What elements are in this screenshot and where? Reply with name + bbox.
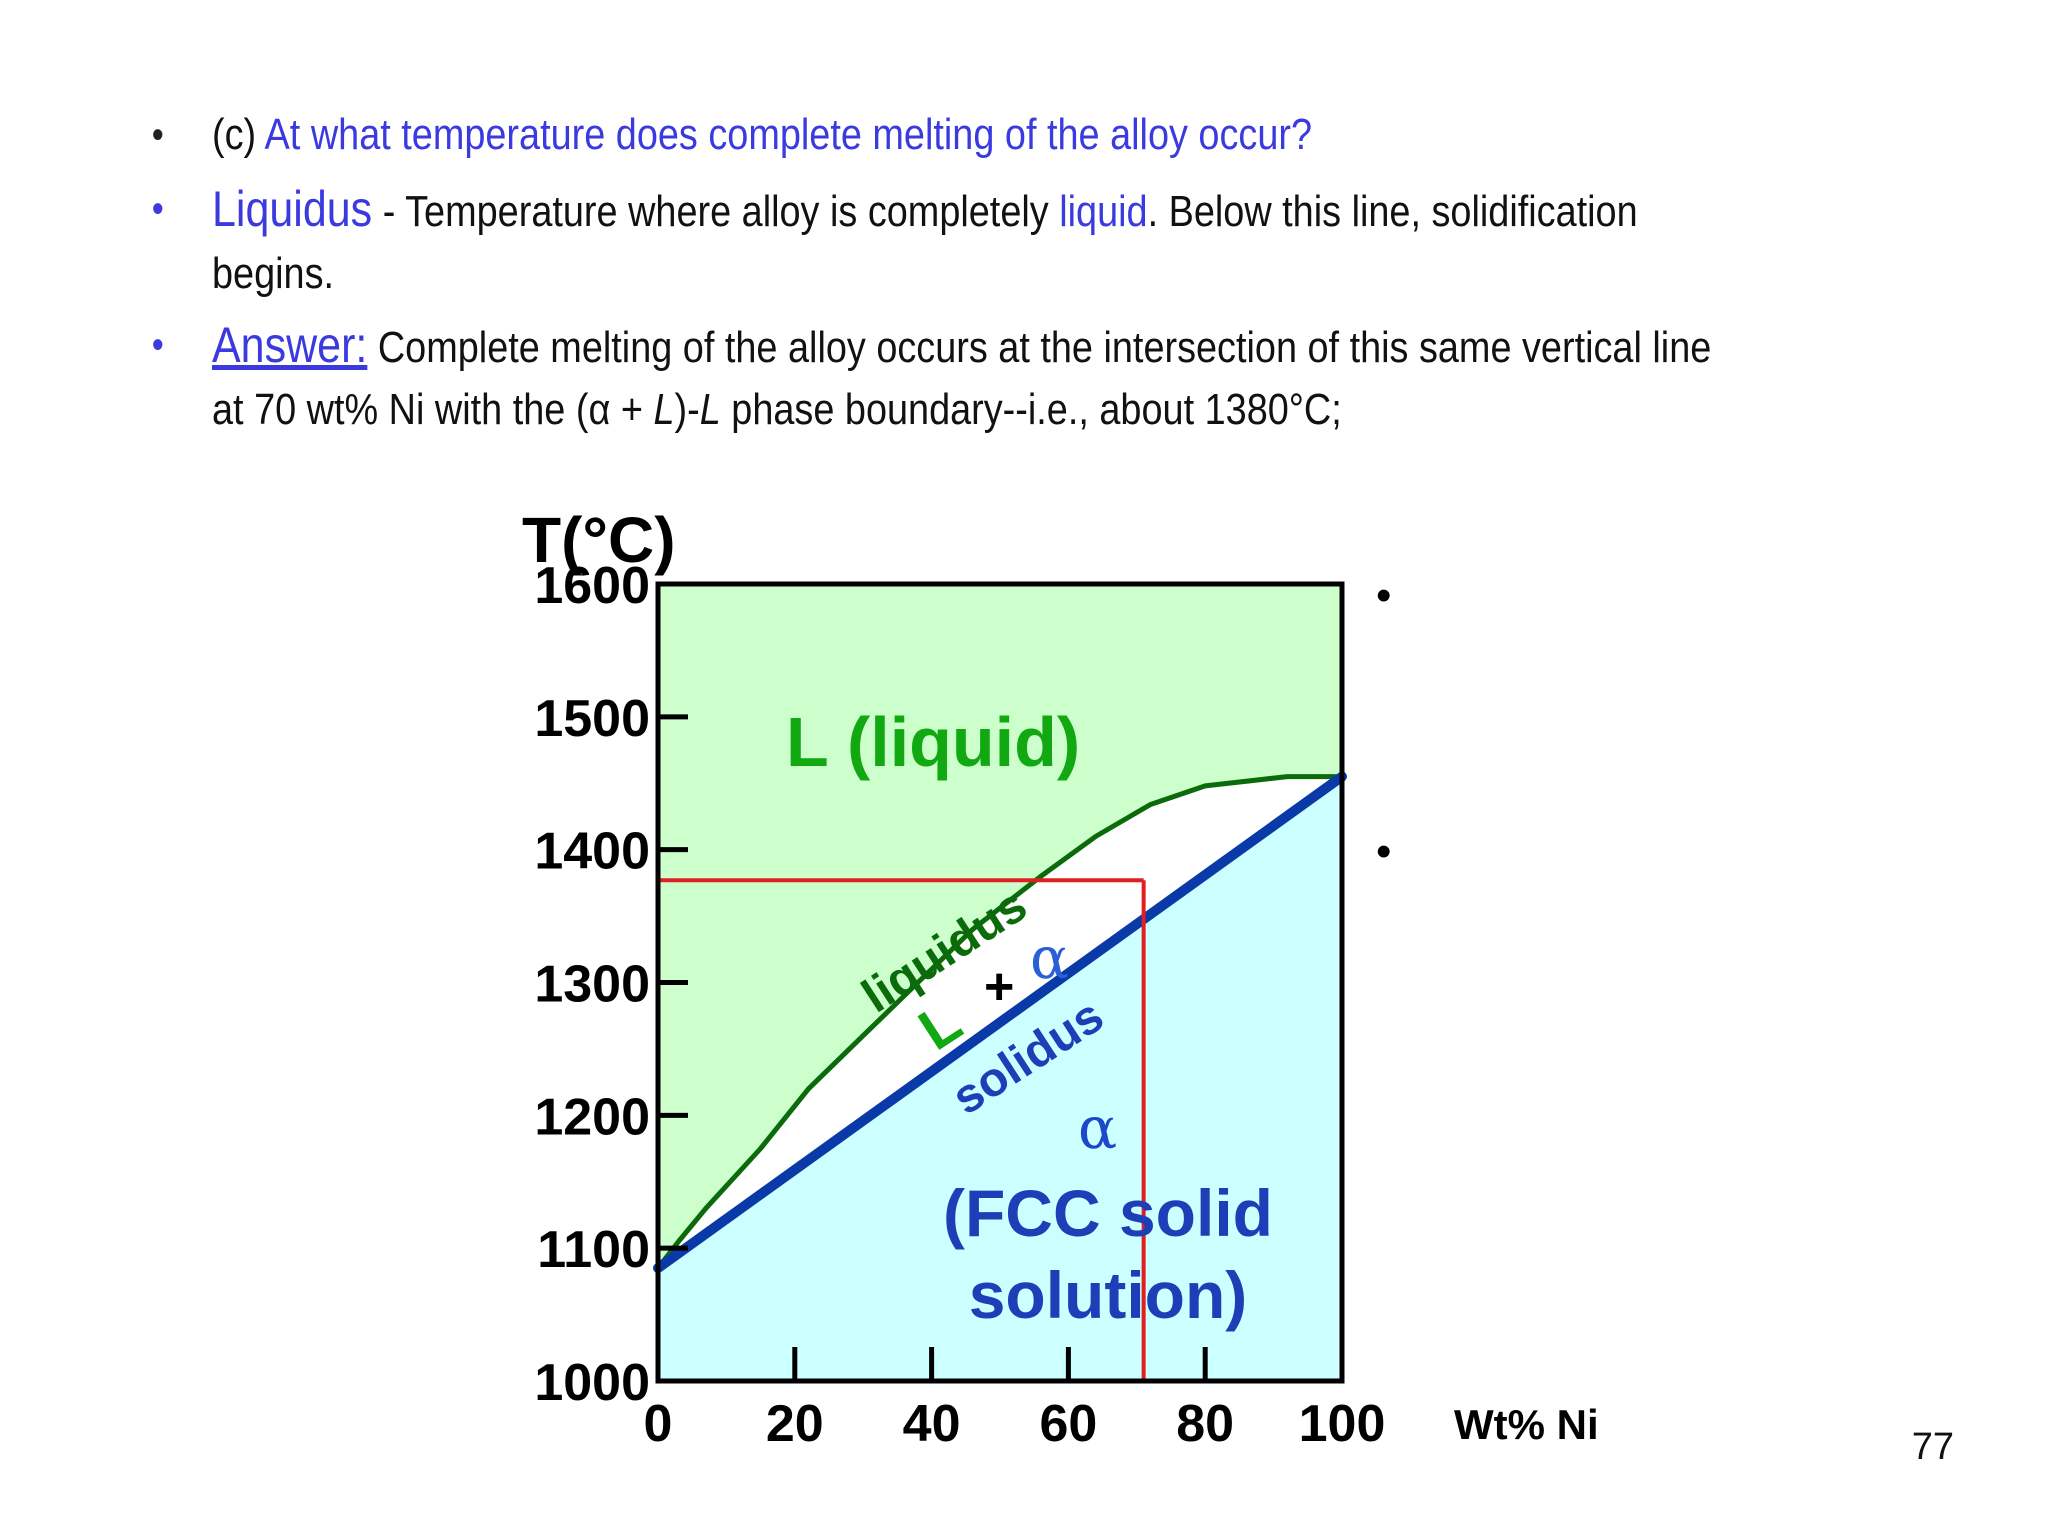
answer-L-2: L	[699, 385, 721, 434]
answer-L-1: L	[653, 385, 675, 434]
bullet-question: • (c) At what temperature does complete …	[152, 104, 1726, 166]
fcc-label-line-1: (FCC solid	[943, 1176, 1273, 1250]
bullet-answer: • Answer: Complete melting of the alloy …	[152, 314, 1726, 441]
y-tick-label: 1500	[534, 690, 650, 748]
side-bullet-1: •	[1376, 571, 1391, 620]
two-phase-plus-label: +	[984, 958, 1014, 1016]
y-tick-label: 1200	[534, 1088, 650, 1146]
y-axis-label: T(°C)	[522, 504, 676, 576]
question-text: At what temperature does complete meltin…	[264, 110, 1313, 159]
liquidus-term: Liquidus	[212, 181, 373, 237]
y-tick-label: 1000	[534, 1354, 650, 1412]
liquid-region-label: L (liquid)	[786, 703, 1080, 781]
bullet-dot-icon: •	[151, 323, 164, 367]
definition-text-1: Temperature where alloy is completely	[405, 187, 1060, 236]
answer-text-1: Complete melting of the alloy occurs at …	[212, 323, 1712, 434]
definition-text-2: . Below this line, solidification begins…	[212, 187, 1638, 298]
x-tick-label: 80	[1176, 1395, 1234, 1453]
liquid-region	[658, 584, 1342, 1269]
y-tick-label: 1300	[534, 956, 650, 1014]
bullet-liquidus-definition: • Liquidus - Temperature where alloy is …	[152, 178, 1726, 305]
liquid-word: liquid	[1059, 187, 1148, 236]
x-tick-label: 0	[644, 1395, 673, 1453]
answer-text-2: )-	[674, 385, 700, 434]
x-axis-label: Wt% Ni	[1454, 1401, 1599, 1448]
y-tick-label: 1600	[534, 557, 650, 615]
y-axis-ticks: 1000 1100 1200 1300 1400 1500 1600	[534, 557, 688, 1412]
definition-dash: -	[372, 187, 406, 236]
x-tick-label: 100	[1299, 1395, 1386, 1453]
answer-link[interactable]: Answer:	[212, 317, 368, 373]
liquidus-line	[656, 774, 1342, 1270]
answer-text-3: phase boundary--i.e., about 1380°C;	[720, 385, 1342, 434]
bullet-dot-icon: •	[151, 113, 164, 157]
solid-region	[658, 776, 1342, 1381]
question-prefix: (c)	[212, 110, 257, 159]
y-tick-label: 1100	[537, 1221, 650, 1279]
two-phase-alpha-label: α	[1030, 924, 1069, 992]
x-tick-label: 40	[903, 1395, 961, 1453]
alpha-region-label: α	[1078, 1094, 1117, 1162]
x-axis-ticks: 0 20 40 60 80 100	[644, 1347, 1386, 1453]
page-number: 77	[1911, 1426, 1954, 1468]
y-tick-label: 1400	[534, 823, 650, 881]
fcc-label-line-2: solution)	[969, 1258, 1248, 1332]
bullet-dot-icon: •	[151, 187, 164, 231]
x-tick-label: 60	[1039, 1395, 1097, 1453]
solidus-line	[653, 771, 1347, 1274]
side-bullet-2: •	[1376, 827, 1391, 876]
x-tick-label: 20	[766, 1395, 824, 1453]
